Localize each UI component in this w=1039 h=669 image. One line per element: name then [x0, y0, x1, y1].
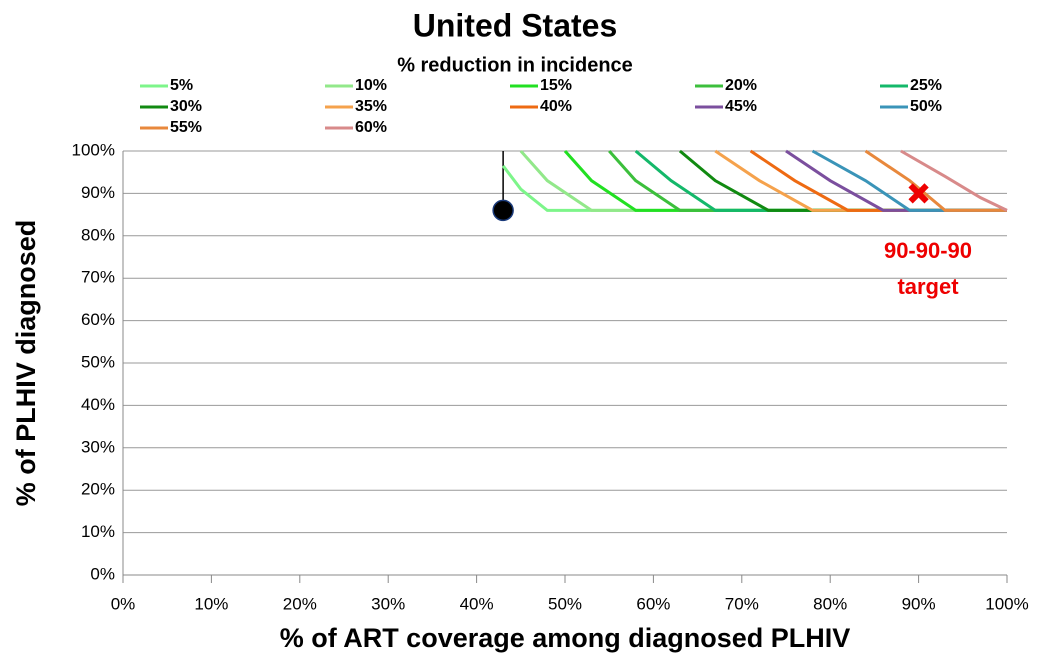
legend-label: 40% [540, 98, 572, 115]
legend-label: 10% [355, 77, 387, 94]
legend-label: 50% [910, 98, 942, 115]
x-axis-title: % of ART coverage among diagnosed PLHIV [280, 623, 851, 653]
y-tick-label: 80% [81, 225, 115, 244]
legend-label: 55% [170, 119, 202, 136]
x-tick-label: 10% [194, 594, 228, 613]
x-tick-label: 50% [548, 594, 582, 613]
y-tick-label: 0% [90, 564, 115, 583]
y-tick-label: 10% [81, 522, 115, 541]
x-tick-label: 0% [111, 594, 136, 613]
legend-label: 5% [170, 77, 193, 94]
series-line [714, 149, 1007, 212]
y-tick-label: 40% [81, 395, 115, 414]
legend-label: 15% [540, 77, 572, 94]
legend-label: 20% [725, 77, 757, 94]
legend-label: 30% [170, 98, 202, 115]
series-line [900, 149, 1008, 212]
current-point [492, 199, 514, 222]
legend-label: 45% [725, 98, 757, 115]
target-label: target [897, 274, 959, 299]
x-tick-label: 40% [460, 594, 494, 613]
x-tick-label: 30% [371, 594, 405, 613]
x-tick-label: 90% [902, 594, 936, 613]
chart-title: United States [413, 7, 617, 43]
x-tick-label: 100% [985, 594, 1028, 613]
x-tick-label: 60% [636, 594, 670, 613]
target-marker [908, 183, 929, 204]
y-tick-label: 30% [81, 437, 115, 456]
series-line [864, 149, 1007, 212]
x-tick-label: 70% [725, 594, 759, 613]
legend-label: 35% [355, 98, 387, 115]
target-label: 90-90-90 [884, 238, 972, 263]
y-tick-label: 90% [81, 183, 115, 202]
y-tick-label: 20% [81, 480, 115, 499]
x-tick-label: 20% [283, 594, 317, 613]
y-tick-label: 60% [81, 310, 115, 329]
y-tick-label: 70% [81, 268, 115, 287]
y-tick-label: 100% [72, 140, 115, 159]
y-axis-title: % of PLHIV diagnosed [11, 220, 41, 507]
x-tick-label: 80% [813, 594, 847, 613]
series-line [563, 150, 1007, 212]
y-tick-label: 50% [81, 352, 115, 371]
legend-label: 60% [355, 119, 387, 136]
legend-title: % reduction in incidence [397, 54, 633, 76]
legend-label: 25% [910, 77, 942, 94]
